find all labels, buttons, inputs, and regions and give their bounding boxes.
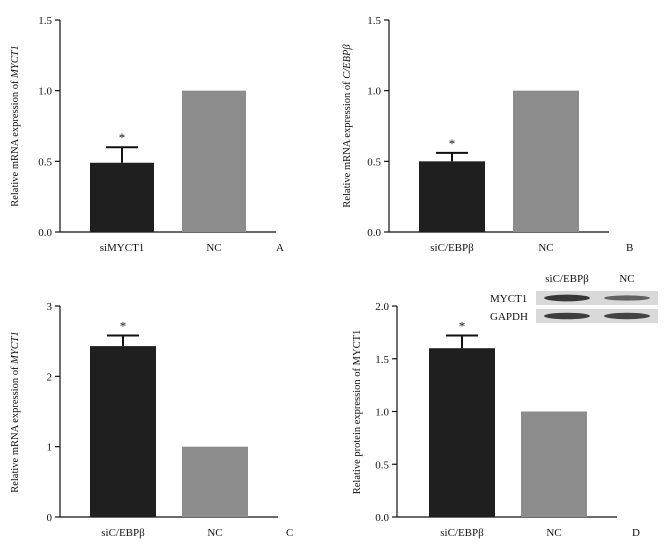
blot-band <box>604 295 650 301</box>
y-axis-label: Relative mRNA expression of MYCT1 <box>10 331 21 493</box>
y-tick-label: 0.0 <box>375 512 389 524</box>
y-tick-label: 1.0 <box>375 407 389 419</box>
y-tick-label: 0.0 <box>38 227 52 239</box>
y-tick-label: 1.5 <box>367 15 381 27</box>
x-category-label: NC <box>538 242 553 254</box>
y-tick-label: 0.5 <box>367 156 381 168</box>
chart-panel-C: 0 1 2 3 * siC/EBPβ NC Relative mRNA expression … <box>10 301 293 539</box>
chart-panel-A: 0.0 0.5 1.0 1.5 * siMYCT1 NC Relative mRNA expr… <box>10 15 284 254</box>
chart-panel-D: 0.0 0.5 1.0 1.5 2.0 * siC/EBPβ NC Relative prote… <box>352 301 640 539</box>
blot-band-label: MYCT1 <box>490 293 527 305</box>
y-tick-label: 0.5 <box>38 156 52 168</box>
y-tick-label: 1 <box>47 442 53 454</box>
bar-NC <box>182 446 248 517</box>
bar-NC <box>182 90 246 233</box>
x-category-label: NC <box>546 527 561 539</box>
blot-membrane <box>536 309 658 323</box>
blot-band <box>604 312 650 320</box>
bar-NC <box>521 411 587 517</box>
y-tick-label: 0.0 <box>367 227 381 239</box>
panel-letter: D <box>632 527 640 539</box>
significance-marker: * <box>119 130 126 145</box>
y-axis-label: Relative mRNA expression of C/EBPβ <box>342 44 353 208</box>
x-category-label: siMYCT1 <box>100 242 145 254</box>
blot-membrane <box>536 291 658 305</box>
x-category-label: siC/EBPβ <box>440 527 484 539</box>
blot-band <box>544 312 590 320</box>
x-category-label: NC <box>207 527 222 539</box>
bar-siC/EBPβ <box>429 348 495 517</box>
y-tick-label: 2.0 <box>375 301 389 313</box>
bar-NC <box>513 90 579 233</box>
bar-siMYCT1 <box>90 162 154 232</box>
y-axis-label: Relative mRNA expression of MYCT1 <box>10 45 21 207</box>
blot-band <box>544 294 590 302</box>
y-tick-label: 0.5 <box>375 459 389 471</box>
significance-marker: * <box>120 319 127 334</box>
y-tick-label: 2 <box>47 371 53 383</box>
panel-letter: B <box>626 242 633 254</box>
western-blot-inset: siC/EBPβ NC MYCT1 GAPDH <box>490 273 658 323</box>
x-category-label: siC/EBPβ <box>430 242 474 254</box>
y-tick-label: 1.0 <box>367 86 381 98</box>
blot-lane-label: NC <box>619 273 634 285</box>
bar-siC/EBPβ <box>90 346 156 517</box>
chart-panel-B: 0.0 0.5 1.0 1.5 * siC/EBPβ NC Relative mRNA exp… <box>342 15 633 254</box>
x-category-label: siC/EBPβ <box>101 527 145 539</box>
blot-band-label: GAPDH <box>490 311 528 323</box>
y-tick-label: 3 <box>47 301 53 313</box>
y-tick-label: 1.5 <box>375 354 389 366</box>
y-tick-label: 1.5 <box>38 15 52 27</box>
significance-marker: * <box>449 136 456 151</box>
y-axis-label: Relative protein expression of MYCT1 <box>352 330 363 494</box>
panel-letter: A <box>276 242 284 254</box>
y-tick-label: 0 <box>47 512 53 524</box>
bar-siC/EBPβ <box>419 161 485 232</box>
x-category-label: NC <box>206 242 221 254</box>
blot-lane-label: siC/EBPβ <box>545 273 589 285</box>
y-tick-label: 1.0 <box>38 86 52 98</box>
significance-marker: * <box>459 319 466 334</box>
panel-letter: C <box>286 527 293 539</box>
